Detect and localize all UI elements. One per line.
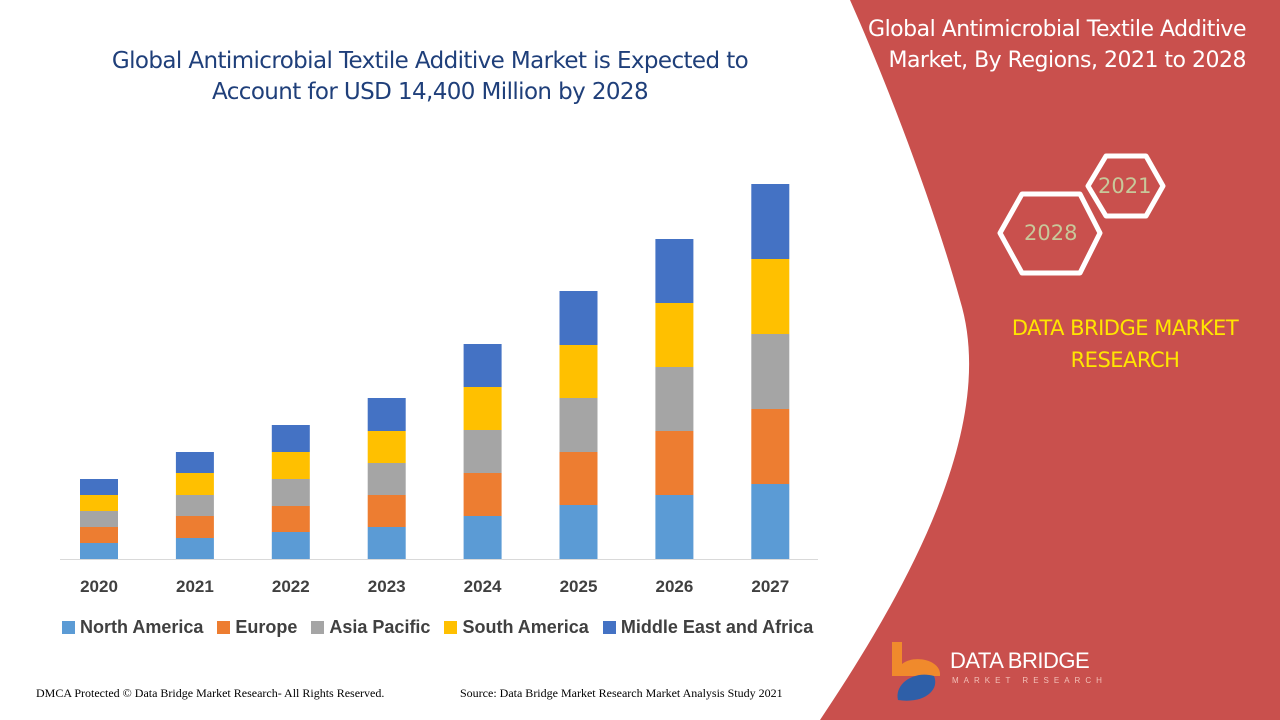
data-bridge-logo-icon [892, 642, 941, 701]
legend-swatch [311, 621, 325, 634]
red-side-panel [820, 0, 1280, 720]
logo-name: DATA BRIDGE [950, 648, 1090, 673]
bar-segment-north-america-2027 [751, 484, 790, 559]
logo-subtitle: MARKET RESEARCH [952, 676, 1107, 685]
x-tick-label: 2026 [655, 577, 693, 596]
side-panel-title: Global Antimicrobial Textile Additive Ma… [868, 17, 1246, 73]
hexagon-2021 [1085, 153, 1166, 219]
legend-label: Asia Pacific [329, 617, 431, 637]
source-note: Source: Data Bridge Market Research Mark… [460, 686, 783, 700]
x-tick-label: 2023 [368, 577, 406, 596]
x-tick-label: 2021 [176, 577, 214, 596]
legend-item: North America [62, 617, 203, 638]
bar-segment-south-america-2023 [367, 431, 406, 463]
bar-segment-asia-pacific-2020 [80, 511, 118, 527]
bar-segment-middle-east-and-africa-2022 [271, 425, 310, 452]
bar-segment-north-america-2026 [655, 495, 694, 559]
bar-segment-south-america-2020 [80, 495, 118, 511]
bar-segment-middle-east-and-africa-2025 [559, 291, 598, 345]
bar-segment-europe-2020 [80, 527, 118, 543]
bar-segment-south-america-2021 [175, 473, 214, 495]
bar-segment-south-america-2027 [751, 259, 790, 334]
bar-segment-north-america-2020 [80, 543, 118, 559]
hex-label-2028: 2028 [1024, 221, 1078, 245]
bar-segment-europe-2024 [463, 473, 502, 516]
legend-label: North America [80, 617, 204, 637]
x-tick-label: 2020 [80, 577, 118, 596]
legend-swatch [217, 621, 231, 634]
bar-segment-europe-2022 [271, 506, 310, 532]
x-tick-label: 2024 [464, 577, 502, 596]
legend-item: Europe [217, 617, 297, 638]
legend-label: South America [462, 617, 589, 637]
bar-segment-middle-east-and-africa-2026 [655, 239, 694, 303]
bar-segment-asia-pacific-2024 [463, 430, 502, 473]
page-title: Global Antimicrobial Textile Additive Ma… [111, 48, 749, 105]
bar-segment-middle-east-and-africa-2021 [175, 452, 214, 473]
bar-segment-europe-2021 [175, 516, 214, 538]
bar-segment-asia-pacific-2027 [751, 334, 790, 409]
bar-segment-north-america-2025 [559, 505, 598, 559]
bar-segment-north-america-2021 [175, 538, 214, 559]
dmca-notice: DMCA Protected © Data Bridge Market Rese… [36, 686, 385, 700]
hexagon-2028 [997, 191, 1103, 276]
bar-segment-europe-2023 [367, 495, 406, 527]
bar-segment-middle-east-and-africa-2020 [80, 479, 118, 495]
legend-item: South America [444, 617, 589, 638]
bar-segment-south-america-2025 [559, 345, 598, 398]
bar-segment-north-america-2022 [271, 532, 310, 559]
bar-segment-asia-pacific-2026 [655, 367, 694, 431]
bar-segment-europe-2025 [559, 452, 598, 505]
x-tick-label: 2022 [272, 577, 310, 596]
brand-text: DATA BRIDGE MARKET RESEARCH [1011, 316, 1239, 372]
bar-segment-asia-pacific-2025 [559, 398, 598, 452]
legend-item: Middle East and Africa [602, 617, 814, 638]
bar-segment-europe-2027 [751, 409, 790, 484]
bar-segment-north-america-2024 [463, 516, 502, 559]
bar-segment-middle-east-and-africa-2023 [367, 398, 406, 431]
hex-label-2021: 2021 [1098, 174, 1152, 198]
bar-segment-north-america-2023 [367, 527, 406, 559]
x-tick-label: 2027 [751, 577, 789, 596]
bar-segment-asia-pacific-2021 [175, 495, 214, 516]
bar-segment-middle-east-and-africa-2027 [751, 184, 790, 259]
bar-segment-south-america-2026 [655, 303, 694, 367]
legend-swatch [444, 621, 458, 634]
bar-segment-south-america-2024 [463, 387, 502, 430]
legend-item: Asia Pacific [311, 617, 430, 638]
bar-segment-middle-east-and-africa-2024 [463, 344, 502, 387]
legend: North America Europe Asia Pacific South Ame… [62, 617, 813, 638]
legend-label: Europe [235, 617, 298, 637]
legend-label: Middle East and Africa [620, 617, 814, 637]
bar-segment-asia-pacific-2023 [367, 463, 406, 495]
legend-swatch [62, 621, 75, 634]
bar-segment-asia-pacific-2022 [271, 479, 310, 506]
bar-segment-south-america-2022 [271, 452, 310, 479]
bar-segment-europe-2026 [655, 431, 694, 495]
x-tick-label: 2025 [560, 577, 598, 596]
legend-swatch [602, 621, 616, 634]
